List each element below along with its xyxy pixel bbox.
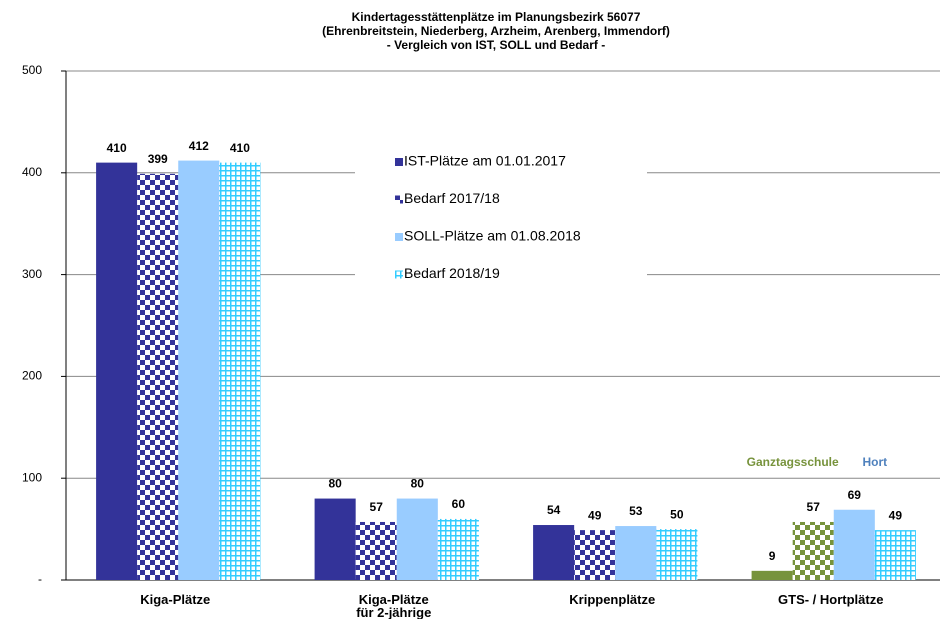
legend-marker (395, 158, 403, 166)
x-tick-label: GTS- / Hortplätze (778, 592, 884, 607)
value-label: 53 (629, 504, 643, 518)
bar (96, 162, 138, 580)
legend-label: SOLL-Plätze am 01.08.2018 (404, 228, 581, 244)
y-tick-label: 200 (22, 369, 42, 383)
chart-title: Kindertagesstättenplätze im Planungsbezi… (322, 10, 670, 52)
x-tick-label: Krippenplätze (569, 592, 656, 607)
value-label: 80 (328, 477, 342, 491)
bar (437, 518, 479, 580)
bar (656, 529, 698, 580)
legend-marker (395, 270, 403, 279)
value-label: 9 (769, 549, 776, 563)
value-label: 410 (107, 141, 127, 155)
legend-label: IST-Plätze am 01.01.2017 (404, 153, 566, 169)
annotation: Ganztagsschule (747, 455, 839, 469)
value-label: 60 (452, 497, 466, 511)
value-label: 69 (848, 488, 862, 502)
legend-marker (395, 233, 403, 241)
bar (833, 509, 875, 580)
bar (792, 521, 834, 580)
bar (137, 173, 179, 580)
x-tick-label: Kiga-Plätze für 2-jährige (356, 592, 432, 619)
bar (533, 525, 575, 580)
bar (615, 526, 657, 580)
bar (874, 530, 916, 580)
bar (396, 498, 438, 580)
bar (219, 162, 261, 580)
legend-box (355, 142, 647, 292)
legend-label: Bedarf 2018/19 (404, 265, 500, 281)
value-label: 410 (230, 141, 250, 155)
legend-marker (395, 195, 403, 204)
value-label: 412 (189, 139, 209, 153)
value-label: 50 (670, 507, 684, 521)
value-label: 49 (889, 508, 903, 522)
bar (178, 160, 220, 581)
y-tick-label: 500 (22, 63, 42, 77)
value-label: 57 (370, 500, 384, 514)
value-label: 80 (411, 477, 425, 491)
legend-label: Bedarf 2017/18 (404, 190, 500, 206)
bar (355, 521, 397, 580)
y-tick-label: 100 (22, 470, 42, 484)
x-tick-label: Kiga-Plätze (140, 592, 211, 607)
value-label: 399 (148, 152, 168, 166)
y-tick-label: - (38, 572, 42, 586)
value-label: 54 (547, 503, 561, 517)
y-tick-label: 300 (22, 267, 42, 281)
value-label: 57 (807, 500, 821, 514)
y-tick-label: 400 (22, 165, 42, 179)
annotation: Hort (862, 455, 887, 469)
bar (574, 530, 616, 580)
bar (314, 498, 356, 580)
value-label: 49 (588, 508, 602, 522)
bar (751, 570, 793, 580)
